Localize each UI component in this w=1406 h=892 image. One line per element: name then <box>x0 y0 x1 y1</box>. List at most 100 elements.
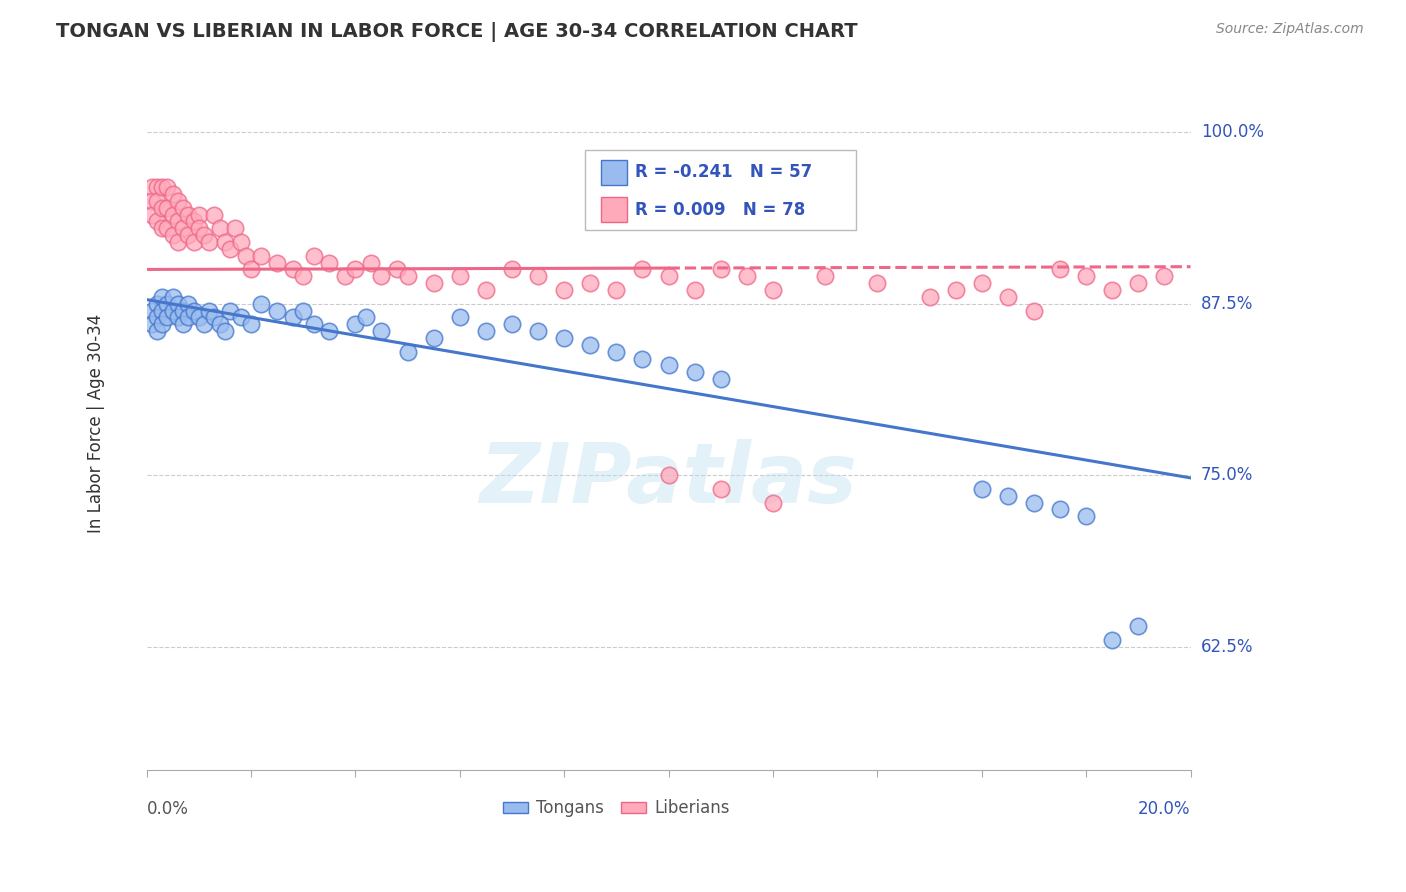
Point <box>177 310 200 325</box>
Point <box>150 201 173 215</box>
Point <box>710 482 733 496</box>
Point <box>385 262 408 277</box>
Point <box>150 180 173 194</box>
Text: 87.5%: 87.5% <box>1201 294 1253 313</box>
Point <box>167 296 190 310</box>
Bar <box>600 197 627 222</box>
Point <box>422 331 444 345</box>
Point <box>370 324 392 338</box>
Point <box>167 194 190 208</box>
Point <box>945 283 967 297</box>
Point <box>605 344 627 359</box>
Point <box>735 269 758 284</box>
Point <box>156 221 179 235</box>
Point <box>302 249 325 263</box>
Point <box>266 255 288 269</box>
Point <box>224 221 246 235</box>
Point <box>240 318 263 332</box>
Point <box>997 489 1019 503</box>
Point <box>683 365 706 379</box>
Point <box>281 262 304 277</box>
Text: ZIPatlas: ZIPatlas <box>479 439 858 520</box>
Point <box>501 318 523 332</box>
Point <box>146 324 169 338</box>
Point <box>762 283 785 297</box>
Bar <box>585 150 856 230</box>
Point <box>370 269 392 284</box>
Point <box>970 276 993 290</box>
Point <box>658 269 681 284</box>
Point <box>997 290 1019 304</box>
Point <box>1153 269 1175 284</box>
Point <box>710 262 733 277</box>
Point <box>177 228 200 243</box>
Point <box>762 495 785 509</box>
Point <box>208 221 231 235</box>
Point <box>156 310 179 325</box>
Point <box>302 318 325 332</box>
Point <box>354 310 377 325</box>
Point <box>240 262 263 277</box>
Point <box>281 310 304 325</box>
Point <box>605 283 627 297</box>
Point <box>1022 495 1045 509</box>
Point <box>172 221 194 235</box>
Point <box>150 303 173 318</box>
Point <box>235 249 257 263</box>
Point <box>360 255 382 269</box>
Point <box>1022 303 1045 318</box>
Point <box>579 338 602 352</box>
Point <box>162 228 184 243</box>
Point <box>318 255 340 269</box>
Point <box>167 214 190 228</box>
Point <box>1128 619 1150 633</box>
Point <box>229 235 252 249</box>
Point <box>156 180 179 194</box>
Point <box>150 318 173 332</box>
Point <box>167 235 190 249</box>
Point <box>141 180 163 194</box>
Text: TONGAN VS LIBERIAN IN LABOR FORCE | AGE 30-34 CORRELATION CHART: TONGAN VS LIBERIAN IN LABOR FORCE | AGE … <box>56 22 858 42</box>
Point <box>141 208 163 222</box>
Point <box>146 296 169 310</box>
Point <box>172 318 194 332</box>
Point <box>710 372 733 386</box>
Point <box>344 318 367 332</box>
Point <box>344 262 367 277</box>
Text: R = -0.241   N = 57: R = -0.241 N = 57 <box>636 163 813 181</box>
Point <box>475 283 498 297</box>
Point <box>172 201 194 215</box>
Text: 0.0%: 0.0% <box>146 800 188 818</box>
Legend: Tongans, Liberians: Tongans, Liberians <box>496 793 737 824</box>
Point <box>527 269 550 284</box>
Point <box>214 235 236 249</box>
Point <box>266 303 288 318</box>
Point <box>449 269 471 284</box>
Point <box>250 296 273 310</box>
Point <box>141 318 163 332</box>
Point <box>1101 283 1123 297</box>
Point <box>396 269 419 284</box>
Point <box>183 235 205 249</box>
Point <box>162 208 184 222</box>
Text: Source: ZipAtlas.com: Source: ZipAtlas.com <box>1216 22 1364 37</box>
Point <box>187 310 209 325</box>
Point <box>172 303 194 318</box>
Point <box>866 276 889 290</box>
Point <box>146 214 169 228</box>
Point <box>187 208 209 222</box>
Point <box>183 303 205 318</box>
Point <box>527 324 550 338</box>
Point <box>150 290 173 304</box>
Point <box>141 194 163 208</box>
Point <box>553 283 575 297</box>
Point <box>658 359 681 373</box>
Point <box>208 318 231 332</box>
Point <box>198 303 221 318</box>
Point <box>177 208 200 222</box>
Point <box>198 235 221 249</box>
Text: 100.0%: 100.0% <box>1201 123 1264 141</box>
Bar <box>600 160 627 185</box>
Point <box>553 331 575 345</box>
Point <box>219 303 242 318</box>
